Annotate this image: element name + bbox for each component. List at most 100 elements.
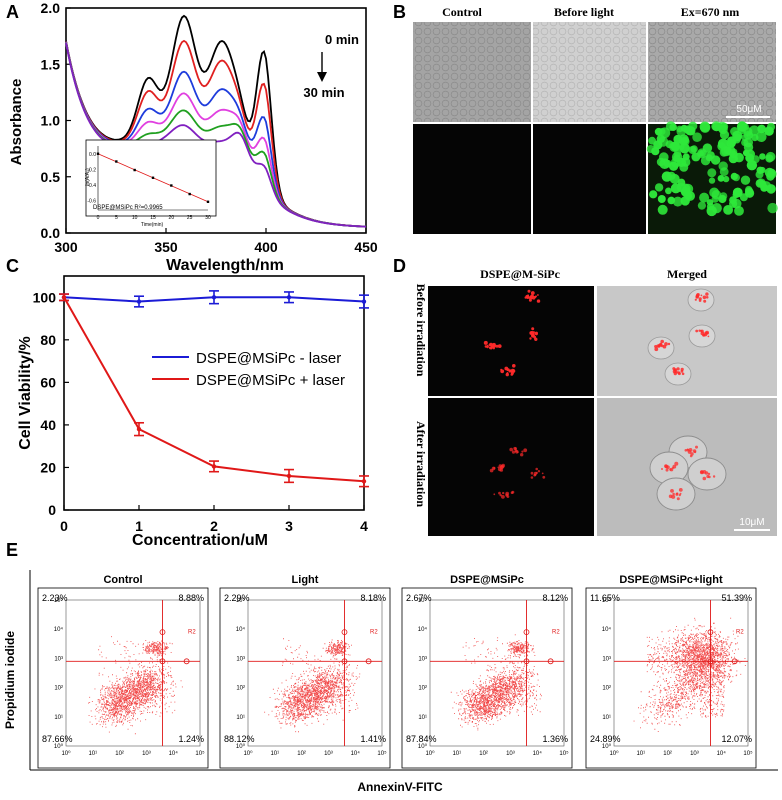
red-fluorescence-spot: [505, 493, 509, 497]
red-fluorescence-spot: [677, 371, 681, 375]
flow-ytick-label: 10¹: [236, 715, 245, 721]
legend-label-plus: DSPE@MSiPc + laser: [196, 372, 345, 389]
fluorescent-cell: [718, 161, 728, 171]
fluorescent-cell: [718, 194, 727, 204]
flow-ytick-label: 10⁰: [54, 743, 64, 750]
red-fluorescence-spot: [676, 367, 680, 371]
fluorescent-cell: [749, 125, 760, 136]
abs-xtick-label: 350: [154, 239, 178, 255]
inset-ytick-label: -0.6: [87, 198, 96, 204]
fluorescent-cell: [755, 170, 764, 179]
red-fluorescence-spot: [676, 497, 680, 501]
red-fluorescence-spot: [692, 449, 697, 453]
quadrant-upper-right: 8.18%: [360, 593, 386, 603]
flow-ytick-label: 10²: [418, 686, 427, 692]
fluorescent-cell: [676, 125, 683, 133]
inset-point: [206, 200, 210, 203]
red-fluorescence-spot: [694, 298, 697, 301]
red-fluorescence-spot: [679, 492, 682, 495]
fluorescent-cell: [764, 126, 774, 136]
red-fluorescence-spot: [483, 340, 488, 345]
flow-ytick-label: 10⁵: [54, 597, 64, 604]
fluorescent-cell: [706, 151, 715, 160]
fluorescent-cell: [686, 126, 696, 136]
red-fluorescence-spot: [529, 337, 532, 340]
fluorescent-cell: [765, 154, 774, 163]
fluorescent-cell: [680, 196, 690, 206]
fluorescent-cell: [699, 192, 710, 203]
quadrant-lower-left: 87.66%: [42, 734, 73, 744]
red-fluorescence-spot: [497, 344, 502, 348]
flow-plot-frame: [37, 587, 209, 769]
fluorescent-cell: [717, 175, 725, 182]
fluorescent-cell: [743, 137, 753, 148]
flow-ytick-label: 10⁵: [602, 597, 612, 604]
time-start-label: 0 min: [325, 32, 359, 47]
fl-image-control: [413, 124, 531, 234]
panel-b: B Control Before light Ex=670 nm 50μM: [393, 2, 778, 234]
viability-xtick-label: 0: [60, 518, 68, 534]
flow-ytick-label: 10²: [602, 686, 611, 692]
inset-xtick-label: 10: [132, 215, 138, 221]
inset-point: [115, 160, 118, 163]
flow-xtick-label: 10²: [663, 751, 672, 757]
panel-label-c: C: [6, 256, 19, 276]
red-fluorescence-spot: [535, 467, 538, 471]
fluorescent-cell: [697, 201, 707, 210]
panel-b-col-control: Control: [442, 5, 482, 19]
absorbance-ylabel: Absorbance: [8, 79, 25, 166]
fluorescent-cell: [657, 195, 666, 203]
flow-gate-handle: [707, 658, 714, 665]
panel-b-scalebar-label: 50μM: [736, 104, 761, 115]
viability-ytick-label: 40: [40, 417, 56, 433]
fluorescent-cell: [751, 134, 759, 142]
quadrant-upper-right: 8.12%: [542, 593, 568, 603]
red-fluorescence-spot: [528, 298, 532, 302]
fluorescent-cell: [691, 152, 701, 162]
flow-plot-title: Light: [292, 574, 319, 586]
fluorescent-cell: [699, 149, 706, 157]
red-fluorescence-spot: [528, 296, 533, 300]
fluorescent-cell: [767, 202, 778, 214]
fluorescent-cell: [672, 196, 683, 207]
flow-plot-frame: [219, 587, 391, 769]
red-fluorescence-spot: [493, 493, 496, 496]
fluorescent-cell: [665, 121, 676, 131]
flow-plot-title: DSPE@MSiPc: [450, 574, 524, 586]
flow-xtick-label: 10⁵: [559, 750, 569, 757]
viability-xtick-label: 3: [285, 518, 293, 534]
flow-ytick-label: 10⁰: [602, 743, 612, 750]
flow-gate-handle: [523, 629, 530, 636]
quadrant-lower-right: 1.36%: [542, 734, 568, 744]
fluorescent-cell: [711, 203, 722, 214]
flow-xtick-label: 10³: [690, 751, 699, 757]
flow-ytick-label: 10¹: [54, 715, 63, 721]
flow-ytick-label: 10³: [54, 656, 63, 662]
fluorescent-cell: [767, 168, 776, 177]
fluorescent-cell: [682, 153, 690, 161]
fluorescent-cell: [736, 121, 748, 132]
red-fluorescence-spot: [665, 468, 669, 472]
flow-ytick-label: 10⁴: [236, 626, 246, 633]
flow-gate-handle: [341, 629, 348, 636]
panel-label-a: A: [6, 2, 19, 22]
flow-xtick-label: 10⁵: [377, 750, 387, 757]
abs-ytick-label: 1.0: [41, 113, 61, 129]
red-fluorescence-spot: [535, 471, 538, 475]
time-end-label: 30 min: [303, 85, 344, 100]
fluorescent-cell: [657, 204, 668, 215]
red-fluorescence-spot: [495, 344, 499, 348]
conf-image-before: [428, 286, 594, 396]
red-fluorescence-spot: [695, 293, 700, 298]
fluorescent-cell: [654, 127, 663, 136]
flow-ytick-label: 10³: [236, 656, 245, 662]
flow-xtick-label: 10⁰: [61, 750, 71, 757]
red-fluorescence-spot: [688, 448, 693, 452]
viability-ytick-label: 0: [48, 502, 56, 518]
inset-xtick-label: 25: [187, 215, 193, 221]
fl-image-before: [533, 124, 646, 234]
red-fluorescence-spot: [500, 369, 505, 374]
